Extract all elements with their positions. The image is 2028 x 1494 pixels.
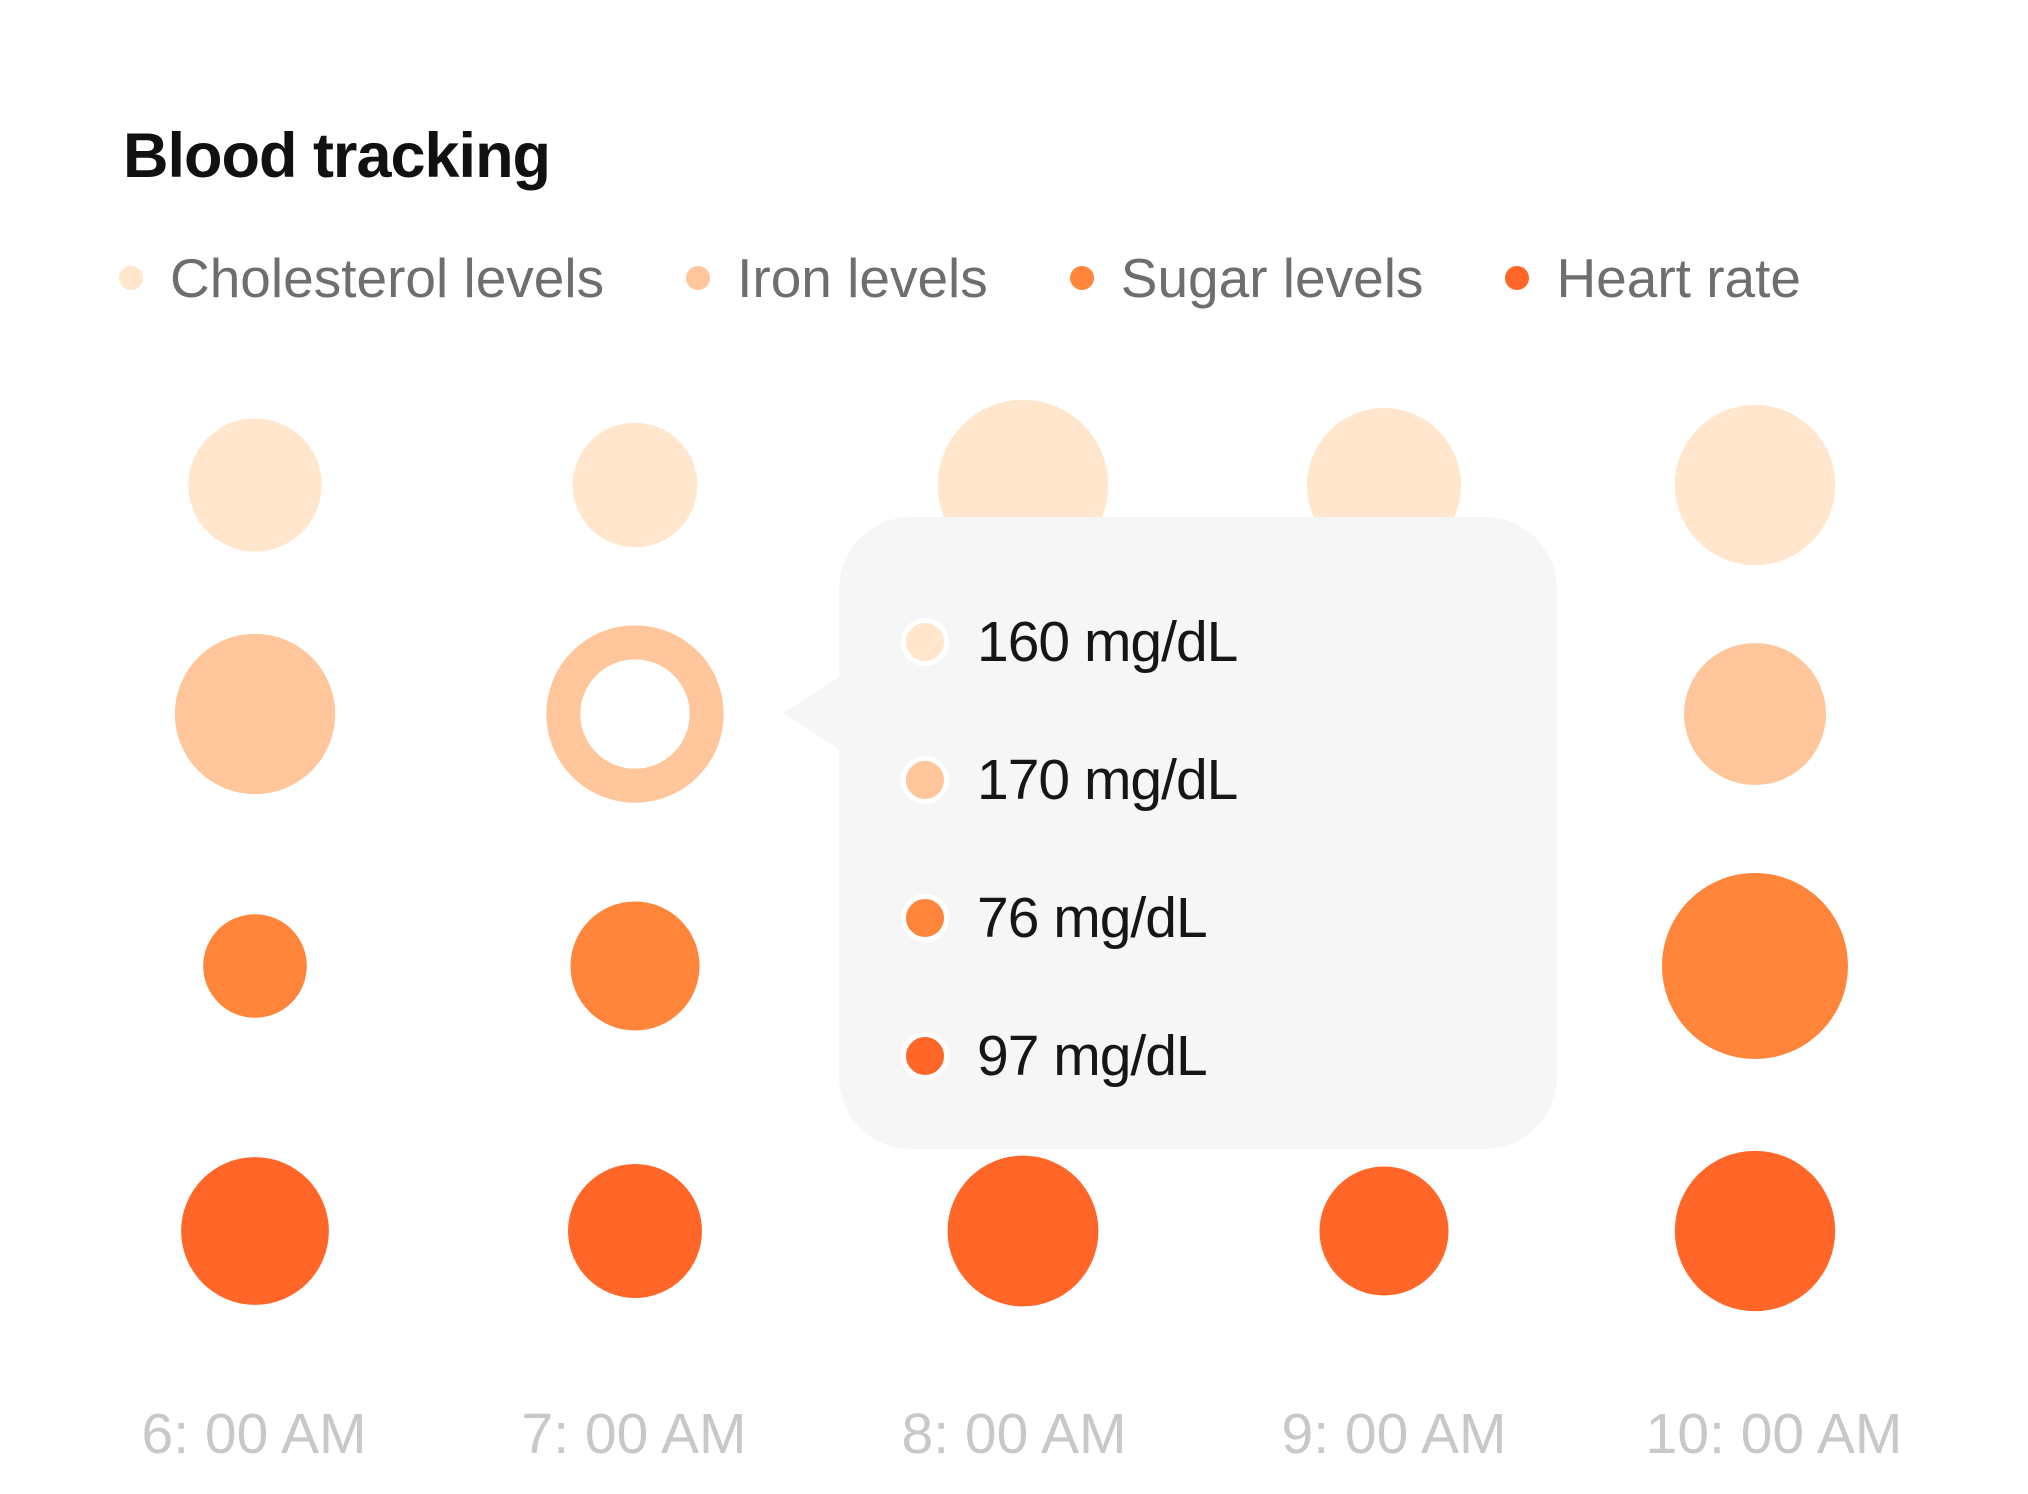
tooltip-dot-cholesterol — [901, 618, 949, 666]
bubble-heart-rate-3[interactable] — [1319, 1166, 1449, 1296]
bubble-cholesterol-1[interactable] — [572, 422, 698, 548]
bubble-heart-rate-4[interactable] — [1674, 1150, 1836, 1312]
x-tick-label: 6: 00 AM — [141, 1402, 367, 1466]
tooltip-row-cholesterol: 160 mg/dL — [901, 607, 1238, 677]
legend-label-iron: Iron levels — [737, 246, 988, 309]
x-tick-label: 8: 00 AM — [901, 1402, 1127, 1466]
x-tick-label: 7: 00 AM — [521, 1402, 747, 1466]
bubble-iron-1[interactable] — [546, 625, 724, 803]
bubble-sugar-1[interactable] — [570, 901, 700, 1031]
legend-item-sugar[interactable]: Sugar levels — [1069, 246, 1424, 309]
legend-label-sugar: Sugar levels — [1120, 246, 1424, 309]
tooltip-value-cholesterol: 160 mg/dL — [977, 609, 1238, 674]
bubble-heart-rate-2[interactable] — [947, 1155, 1099, 1307]
x-tick-label: 9: 00 AM — [1281, 1402, 1507, 1466]
x-tick-label: 10: 00 AM — [1645, 1402, 1903, 1466]
bubble-heart-rate-1[interactable] — [568, 1164, 702, 1298]
bubble-cholesterol-4[interactable] — [1674, 404, 1836, 566]
tooltip-pointer — [783, 677, 839, 749]
chart-title: Blood tracking — [123, 121, 551, 191]
tooltip-dot-iron — [901, 756, 949, 804]
legend-swatch-sugar — [1069, 266, 1094, 290]
bubble-sugar-0[interactable] — [203, 914, 307, 1018]
tooltip-value-heart-rate: 97 mg/dL — [977, 1023, 1208, 1088]
bubble-sugar-4[interactable] — [1662, 873, 1848, 1059]
tooltip: 160 mg/dL 170 mg/dL 76 mg/dL 97 mg/dL — [783, 517, 1557, 1149]
tooltip-value-sugar: 76 mg/dL — [977, 885, 1208, 950]
tooltip-row-iron: 170 mg/dL — [901, 745, 1238, 815]
legend-swatch-cholesterol — [119, 266, 143, 290]
tooltip-row-heart-rate: 97 mg/dL — [901, 1021, 1208, 1091]
tooltip-row-sugar: 76 mg/dL — [901, 883, 1208, 953]
bubble-cholesterol-0[interactable] — [188, 418, 322, 552]
legend-item-iron[interactable]: Iron levels — [686, 246, 988, 309]
tooltip-dot-heart-rate — [901, 1032, 949, 1080]
tooltip-dot-sugar — [901, 894, 949, 942]
bubble-iron-4[interactable] — [1683, 642, 1827, 786]
legend-label-cholesterol: Cholesterol levels — [170, 246, 605, 309]
legend: Cholesterol levels Iron levels Sugar lev… — [119, 248, 1883, 308]
legend-swatch-heart-rate — [1505, 266, 1530, 290]
legend-label-heart-rate: Heart rate — [1556, 246, 1801, 309]
bubble-heart-rate-0[interactable] — [181, 1157, 329, 1305]
tooltip-value-iron: 170 mg/dL — [977, 747, 1238, 812]
legend-swatch-iron — [686, 266, 711, 290]
bubble-iron-0[interactable] — [174, 633, 336, 795]
legend-item-cholesterol[interactable]: Cholesterol levels — [119, 246, 605, 309]
legend-item-heart-rate[interactable]: Heart rate — [1505, 246, 1801, 309]
